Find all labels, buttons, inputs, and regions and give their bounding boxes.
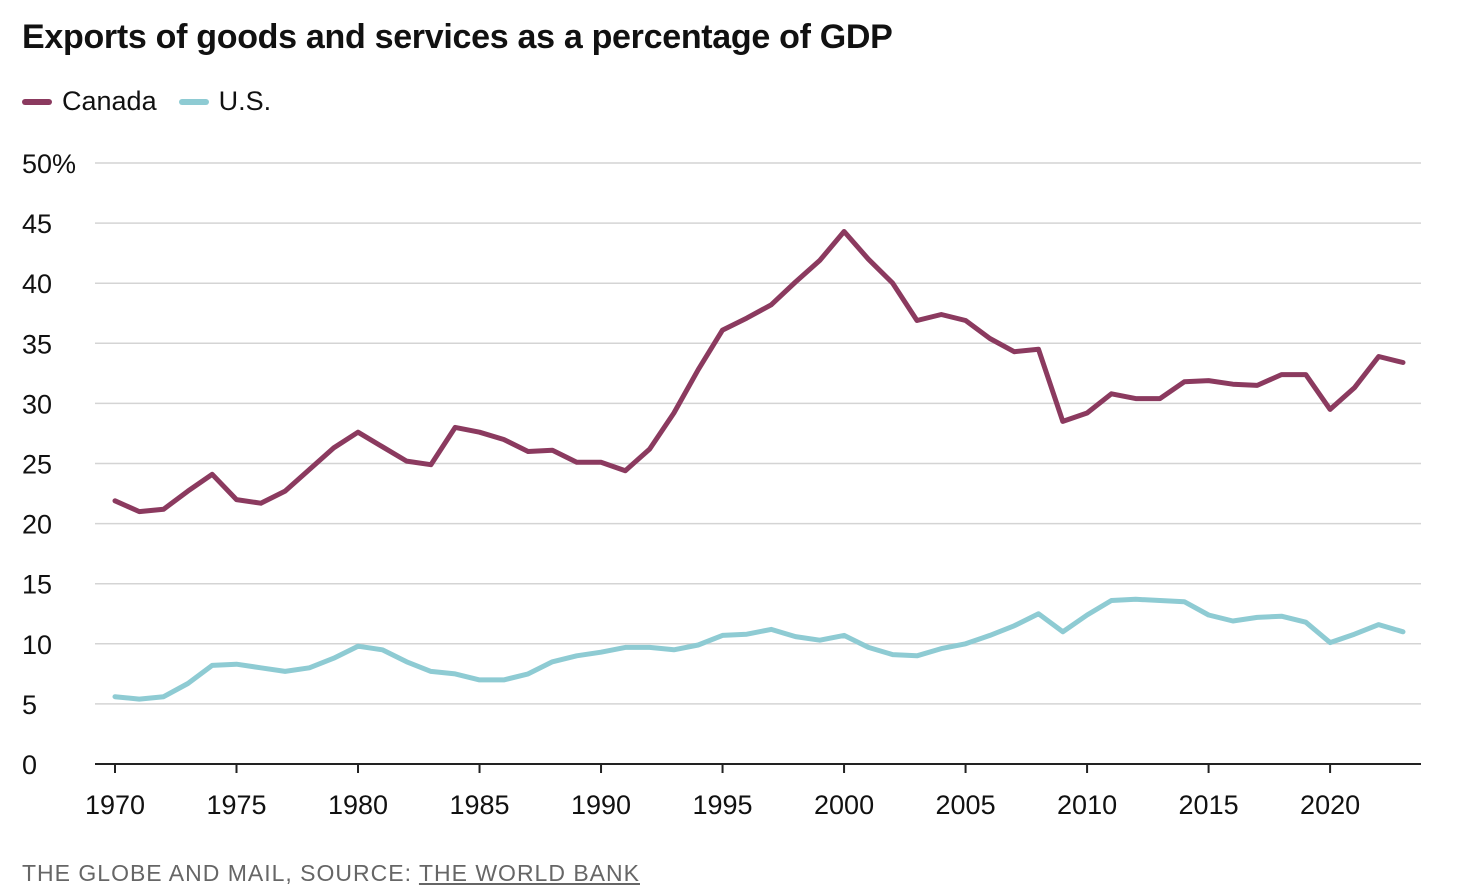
y-tick-label-0: 0 — [22, 750, 37, 780]
series-line-u-s — [112, 596, 1406, 702]
x-tick-label-1980: 1980 — [328, 790, 388, 820]
legend-swatch-us — [178, 98, 209, 105]
y-tick-label-20: 20 — [22, 510, 52, 540]
y-tick-label-15: 15 — [22, 570, 52, 600]
x-tick-label-2000: 2000 — [814, 790, 874, 820]
legend-swatch-canada — [22, 98, 52, 105]
source-footer: The Globe and Mail, source: The World Ba… — [22, 860, 640, 887]
x-tick-label-2010: 2010 — [1057, 790, 1117, 820]
x-tick-label-2015: 2015 — [1179, 790, 1239, 820]
x-tick-label-2020: 2020 — [1300, 790, 1360, 820]
x-tick-label-1995: 1995 — [693, 790, 753, 820]
y-tick-label-25: 25 — [22, 450, 52, 480]
chart-title: Exports of goods and services as a perce… — [22, 18, 893, 56]
y-tick-label-50: 50% — [22, 149, 76, 179]
y-tick-label-30: 30 — [22, 389, 52, 419]
series-line-canada — [112, 229, 1406, 515]
y-tick-label-35: 35 — [22, 329, 52, 359]
y-tick-label-45: 45 — [22, 209, 52, 239]
legend-label-canada: Canada — [62, 86, 157, 116]
x-tick-label-1970: 1970 — [85, 790, 145, 820]
x-tick-label-1990: 1990 — [571, 790, 631, 820]
footer-credit: The Globe and Mail, source: — [22, 860, 419, 886]
legend-item-us: U.S. — [178, 86, 272, 117]
x-tick-label-1975: 1975 — [206, 790, 266, 820]
y-tick-label-5: 5 — [22, 690, 37, 720]
y-tick-label-40: 40 — [22, 269, 52, 299]
x-tick-label-2005: 2005 — [936, 790, 996, 820]
x-tick-label-1985: 1985 — [449, 790, 509, 820]
legend-label-us: U.S. — [218, 86, 272, 116]
legend: Canada U.S. — [22, 86, 293, 117]
legend-item-canada: Canada — [22, 86, 157, 117]
source-link[interactable]: The World Bank — [418, 860, 640, 886]
y-tick-label-10: 10 — [22, 630, 52, 660]
